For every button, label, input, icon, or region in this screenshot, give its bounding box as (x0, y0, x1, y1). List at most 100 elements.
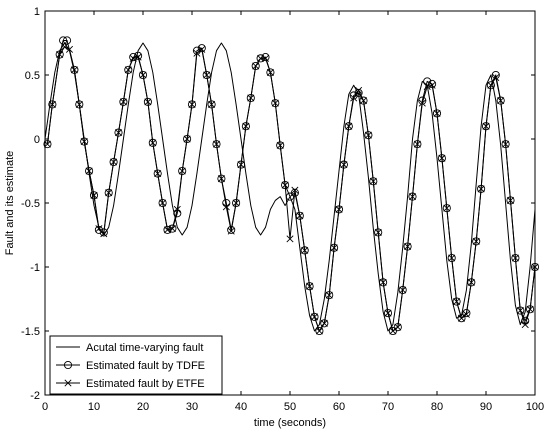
data-point (355, 86, 363, 94)
data-point (85, 166, 94, 176)
data-point (59, 36, 68, 45)
data-point (232, 199, 240, 207)
data-point (359, 97, 368, 105)
data-point (114, 128, 123, 137)
data-point (119, 98, 127, 106)
data-point (134, 51, 143, 60)
data-point (453, 298, 461, 306)
data-point (178, 167, 186, 175)
x-tick-label: 90 (480, 401, 492, 413)
data-point (159, 199, 167, 207)
y-tick-label: 1 (34, 6, 40, 18)
data-point (345, 122, 353, 130)
data-point (320, 319, 328, 327)
x-tick-label: 0 (42, 401, 48, 413)
data-point (521, 321, 529, 329)
data-point (139, 71, 147, 79)
data-point (266, 68, 274, 76)
data-point (413, 140, 421, 148)
data-point (149, 139, 157, 147)
data-point (134, 53, 142, 61)
data-point (217, 174, 226, 183)
data-point (423, 83, 431, 91)
data-point (208, 100, 216, 108)
data-point (335, 205, 343, 213)
legend-label: Acutal time-varying fault (86, 342, 203, 354)
x-tick-label: 80 (431, 401, 443, 413)
legend-marker (64, 379, 72, 387)
data-point (246, 93, 255, 103)
data-point (276, 141, 284, 149)
x-tick-label: 40 (235, 401, 247, 413)
data-point (374, 228, 382, 236)
data-point (266, 68, 275, 77)
y-tick-label: 0 (34, 134, 40, 146)
data-point (109, 157, 118, 167)
legend-item: Estimated fault by TDFE (56, 360, 205, 372)
data-point (261, 54, 270, 62)
data-point (310, 313, 319, 321)
x-tick-label: 50 (284, 401, 296, 413)
data-point (369, 177, 377, 185)
data-point (203, 71, 211, 79)
data-point (394, 323, 402, 331)
data-point (467, 278, 475, 286)
data-point (154, 170, 162, 178)
data-point (340, 161, 348, 169)
series-line (46, 46, 536, 332)
data-point (183, 134, 192, 144)
data-point (144, 98, 152, 106)
data-point (315, 326, 324, 336)
data-point (359, 96, 368, 105)
data-point (70, 65, 79, 74)
data-point (222, 203, 230, 211)
data-point (168, 225, 176, 233)
data-point (119, 97, 128, 106)
data-point (158, 198, 167, 208)
data-point (506, 196, 515, 204)
data-point (423, 77, 432, 86)
data-point (389, 327, 397, 335)
data-point (247, 94, 255, 102)
x-tick-label: 60 (333, 401, 345, 413)
x-tick-label: 100 (526, 401, 544, 413)
legend: Acutal time-varying fault Estimated fault… (49, 335, 223, 395)
data-point (330, 244, 338, 252)
data-point (227, 225, 236, 234)
data-point (85, 167, 93, 175)
data-point (251, 61, 260, 71)
data-point (153, 169, 162, 178)
data-point (65, 45, 74, 53)
x-tick-label: 20 (137, 401, 149, 413)
data-point (418, 99, 426, 107)
data-point (70, 66, 78, 74)
data-point (516, 307, 524, 315)
data-point (80, 138, 88, 146)
data-point (163, 226, 172, 234)
data-point (457, 314, 466, 323)
data-point (296, 212, 304, 220)
data-point (408, 193, 417, 201)
data-point (90, 191, 98, 199)
data-point (315, 327, 323, 335)
data-point (56, 51, 64, 59)
data-point (227, 227, 235, 235)
data-point (202, 70, 211, 80)
data-point (404, 243, 412, 251)
x-tick-label: 10 (88, 401, 100, 413)
data-point (388, 326, 397, 336)
data-point (114, 129, 123, 137)
data-point (48, 100, 56, 108)
data-point (286, 235, 294, 243)
legend-item: Acutal time-varying fault (56, 342, 203, 354)
data-point (448, 254, 456, 262)
y-axis-ticks: -2 -1.5 -1 -0.5 0 0.5 1 (21, 6, 535, 402)
data-point (383, 309, 393, 318)
x-axis-ticks: 0 10 20 30 40 50 60 70 80 90 100 (42, 11, 544, 413)
data-point (193, 49, 201, 57)
data-point (188, 100, 196, 108)
data-point (457, 314, 466, 322)
x-tick-label: 30 (186, 401, 198, 413)
data-point (217, 175, 225, 183)
data-point (75, 100, 83, 108)
